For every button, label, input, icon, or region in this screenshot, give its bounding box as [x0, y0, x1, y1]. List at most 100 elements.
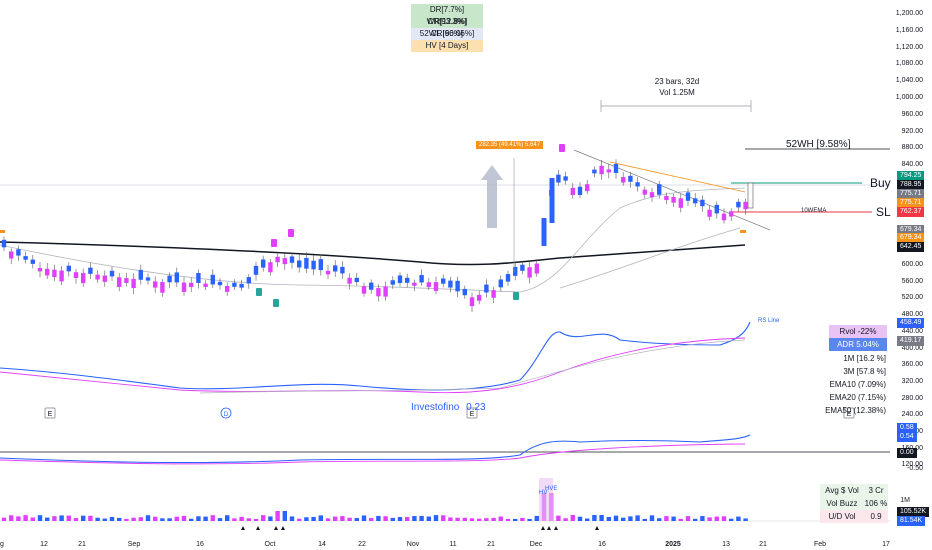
volume-bar — [66, 515, 71, 521]
candle — [685, 192, 691, 201]
signal-marker — [256, 288, 262, 296]
volume-bar — [700, 516, 705, 521]
candle — [549, 178, 555, 223]
volume-bar — [37, 515, 43, 521]
volume-table: Avg $ Vol 3 Cr Vol Buzz 106 % U/D Vol 0.9 — [820, 484, 888, 523]
candle — [153, 281, 158, 288]
price-tick: 1M — [900, 497, 910, 504]
volume-bar — [81, 515, 86, 521]
price-tag: 0.00 — [897, 448, 917, 458]
price-tick: 120.00 — [902, 461, 924, 468]
earnings-mark: E — [470, 411, 475, 418]
candle — [354, 277, 359, 283]
volume-bar — [721, 516, 727, 521]
candle — [369, 282, 374, 290]
volume-bar — [73, 518, 79, 521]
price-tag: 762.37 — [897, 207, 925, 217]
candle — [325, 270, 331, 275]
candle — [736, 201, 741, 208]
candle — [225, 286, 230, 292]
avg-vol-row: Avg $ Vol 3 Cr — [820, 484, 888, 497]
volume-bar — [160, 518, 165, 521]
price-tag: 679.34 — [897, 225, 925, 235]
top-stats-table: DR[7.7%] CR[93.3%] WR[12.8%] CR[96%] 52W… — [411, 4, 483, 52]
candle — [253, 265, 259, 275]
ud-vol-row: U/D Vol 0.9 — [820, 510, 888, 523]
candle — [657, 184, 662, 195]
volume-bar — [419, 515, 424, 521]
candle — [592, 169, 597, 174]
earnings-mark: E — [48, 411, 53, 418]
candle — [433, 282, 439, 291]
volume-bar — [390, 517, 395, 521]
candle — [448, 280, 453, 288]
candle — [282, 258, 287, 265]
hv-highlight — [539, 478, 553, 521]
signal-marker — [288, 229, 294, 237]
volume-bar — [707, 517, 712, 521]
rs-label: RS Line — [758, 318, 780, 324]
volume-bar — [153, 516, 158, 521]
hv-label: HV — [539, 490, 547, 496]
volume-bar — [628, 516, 633, 521]
volume-bar — [563, 518, 568, 521]
price-tag: 419.17 — [897, 336, 925, 346]
time-tick: 22 — [358, 541, 366, 548]
price-tag: 0.54 — [897, 432, 917, 442]
volume-bar — [138, 517, 143, 521]
volume-bar — [232, 518, 237, 521]
time-tick: 13 — [722, 541, 730, 548]
volume-bar — [174, 516, 179, 521]
candle — [390, 280, 395, 285]
candle — [714, 204, 719, 214]
candle — [333, 265, 338, 272]
candle — [23, 256, 28, 260]
volume-bar — [23, 515, 28, 521]
volume-triangle — [256, 526, 260, 530]
volume-bar — [102, 518, 107, 521]
signal-marker — [271, 239, 277, 247]
candle — [700, 199, 705, 207]
volume-bar — [333, 516, 338, 521]
volume-bar — [729, 518, 734, 521]
sma-gray-2 — [559, 227, 741, 289]
avg-vol-value: 3 Cr — [868, 486, 884, 495]
candle — [167, 275, 172, 283]
signal-marker — [513, 292, 519, 300]
time-tick: 16 — [196, 541, 204, 548]
time-tick: Dec — [530, 541, 543, 548]
candle — [520, 264, 525, 271]
candle — [246, 277, 251, 284]
volume-bar — [606, 516, 611, 521]
price-tick: 1,000.00 — [896, 94, 923, 101]
candle — [642, 189, 647, 195]
ema50: EMA50 (12.38%) — [825, 406, 886, 415]
volume-bar — [635, 515, 640, 521]
candle — [628, 175, 633, 182]
volume-bar — [455, 517, 460, 521]
ema10: EMA10 (7.09%) — [829, 380, 886, 389]
candle — [16, 249, 21, 256]
volume-bar — [513, 518, 518, 521]
volume-triangle — [274, 526, 278, 530]
candle — [599, 165, 604, 175]
volume-bar — [52, 516, 57, 521]
candle — [613, 163, 619, 173]
moving-averages — [0, 149, 771, 293]
volume-triangle — [547, 526, 551, 530]
volume-bar — [642, 518, 647, 521]
candle — [59, 270, 64, 282]
volume-bar — [736, 516, 741, 521]
1m: 1M [16.2 %] — [843, 354, 886, 363]
vol-buzz-row: Vol Buzz 106 % — [820, 497, 888, 510]
candle — [95, 274, 100, 280]
time-tick: 21 — [759, 541, 767, 548]
time-tick: Sep — [128, 541, 141, 548]
candle — [721, 213, 727, 221]
price-tick: 440.00 — [902, 328, 924, 335]
hv-days: HV [4 Days] — [411, 40, 483, 52]
ema-black — [0, 241, 746, 266]
price-tag: 105.52K — [897, 507, 930, 517]
